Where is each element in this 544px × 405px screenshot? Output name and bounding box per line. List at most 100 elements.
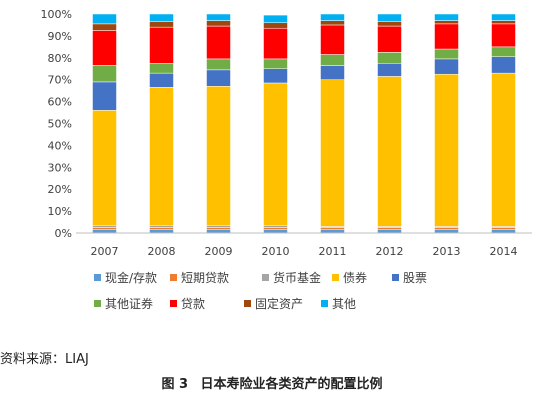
bar-segment [92,13,117,25]
bar-segment [149,21,174,28]
legend-label: 现金/存款 [105,270,157,285]
bar-segment [491,72,516,227]
x-axis: 2007 2008 2009 2010 2011 2012 2013 2014 [76,232,532,258]
bar-segment [434,48,459,60]
bar-segment [206,69,231,87]
legend-swatch [332,274,339,281]
y-tick-label: 80% [48,52,72,65]
bar-segment [92,81,117,111]
x-tick-label: 2008 [148,245,176,258]
x-tick-label: 2011 [319,245,347,258]
bar-segment [491,46,516,57]
bar-segment [377,52,402,64]
y-tick-label: 100% [41,8,72,21]
bar-segment [491,23,516,48]
bar-segment [149,13,174,22]
legend-swatch [94,274,101,281]
bars-area [92,13,516,234]
y-tick-label: 90% [48,30,72,43]
figure-label: 图 3 [161,377,189,392]
bar-segment [92,110,117,226]
bar-segment [206,225,231,228]
bar-segment [206,58,231,71]
legend-swatch [262,274,269,281]
bar-segment [377,76,402,227]
x-tick-label: 2010 [262,245,290,258]
y-tick-label: 50% [48,118,72,131]
bar-segment [263,58,288,69]
bar-segment [491,13,516,21]
bar-segment [149,72,174,88]
y-tick-label: 10% [48,205,72,218]
legend-swatch [170,274,177,281]
y-tick-label: 20% [48,183,72,196]
bar-segment [434,13,459,21]
bar-segment [92,227,117,230]
bar-segment [320,227,345,230]
bar-segment [149,225,174,228]
bar-segment [320,24,345,55]
legend-swatch [244,300,251,307]
legend-label: 债券 [343,270,367,285]
bar-segment [206,86,231,226]
legend-label: 短期贷款 [181,271,229,285]
bar-segment [377,25,402,53]
bar-segment [320,65,345,80]
bar-segment [491,227,516,230]
bar-segment [434,73,459,227]
legend-label: 固定资产 [255,296,303,311]
legend-swatch [170,300,177,307]
x-tick-label: 2007 [91,245,119,258]
bar-segment [377,13,402,22]
bar-segment [263,22,288,29]
bar-segment [263,227,288,230]
y-tick-label: 60% [48,96,72,109]
legend-label: 股票 [403,271,427,285]
bar-segment [92,30,117,66]
y-axis: 0% 10% 20% 30% 40% 50% 60% 70% 80% 90% 100% [41,8,72,240]
bar-segment [149,87,174,226]
bar-segment [206,20,231,27]
stacked-bar-chart: 0%10%20%30%40%50%60%70%80%90%100% 2007 20… [41,8,532,311]
bar-segment [434,23,459,50]
bar-segment [92,23,117,31]
bar-segment [434,20,459,25]
legend-label: 其他 [332,297,356,311]
figure-title: 日本寿险业各类资产的配置比例 [200,377,383,392]
legend-swatch [321,300,328,307]
x-tick-label: 2013 [433,245,461,258]
legend-label: 货币基金 [273,270,321,285]
legend-swatch [94,300,101,307]
bar-segment [377,227,402,230]
bar-segment [92,225,117,228]
bar-segment [263,82,288,226]
x-tick-label: 2014 [490,245,518,258]
bar-segment [206,227,231,230]
x-tick-label: 2012 [376,245,404,258]
bar-segment [320,54,345,66]
y-tick-label: 30% [48,161,72,174]
source-note: 资料来源：LIAJ [0,352,89,367]
bar-segment [149,26,174,64]
bar-segment [434,227,459,230]
figure-caption: 图 3 日本寿险业各类资产的配置比例 [0,373,544,392]
x-tick-label: 2009 [205,245,233,258]
bar-segment [320,13,345,21]
y-tick-label: 40% [48,139,72,152]
legend-label: 贷款 [181,297,205,311]
bar-segment [377,63,402,77]
bar-segment [491,56,516,74]
bar-segment [263,27,288,60]
bar-segment [320,79,345,227]
bar-segment [92,65,117,83]
bar-segment [320,20,345,26]
bar-segment [149,227,174,230]
bar-segment [263,68,288,84]
y-tick-label: 70% [48,74,72,87]
bar-segment [206,25,231,60]
bar-segment [491,20,516,25]
y-tick-label: 0% [55,227,72,240]
bar-segment [377,21,402,27]
legend-label: 其他证券 [105,296,153,311]
